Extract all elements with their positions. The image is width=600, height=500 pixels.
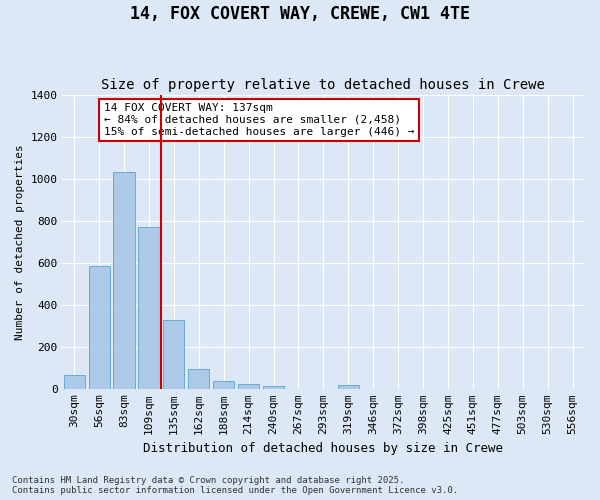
Text: 14, FOX COVERT WAY, CREWE, CW1 4TE: 14, FOX COVERT WAY, CREWE, CW1 4TE	[130, 5, 470, 23]
Title: Size of property relative to detached houses in Crewe: Size of property relative to detached ho…	[101, 78, 545, 92]
Text: 14 FOX COVERT WAY: 137sqm
← 84% of detached houses are smaller (2,458)
15% of se: 14 FOX COVERT WAY: 137sqm ← 84% of detac…	[104, 104, 414, 136]
Bar	[89, 266, 110, 389]
Bar	[238, 384, 259, 389]
Y-axis label: Number of detached properties: Number of detached properties	[15, 144, 25, 340]
Bar	[113, 172, 134, 389]
Bar	[213, 380, 234, 389]
Bar	[139, 227, 160, 389]
X-axis label: Distribution of detached houses by size in Crewe: Distribution of detached houses by size …	[143, 442, 503, 455]
Bar	[64, 376, 85, 389]
Text: Contains HM Land Registry data © Crown copyright and database right 2025.
Contai: Contains HM Land Registry data © Crown c…	[12, 476, 458, 495]
Bar	[263, 386, 284, 389]
Bar	[163, 320, 184, 389]
Bar	[338, 385, 359, 389]
Bar	[188, 369, 209, 389]
